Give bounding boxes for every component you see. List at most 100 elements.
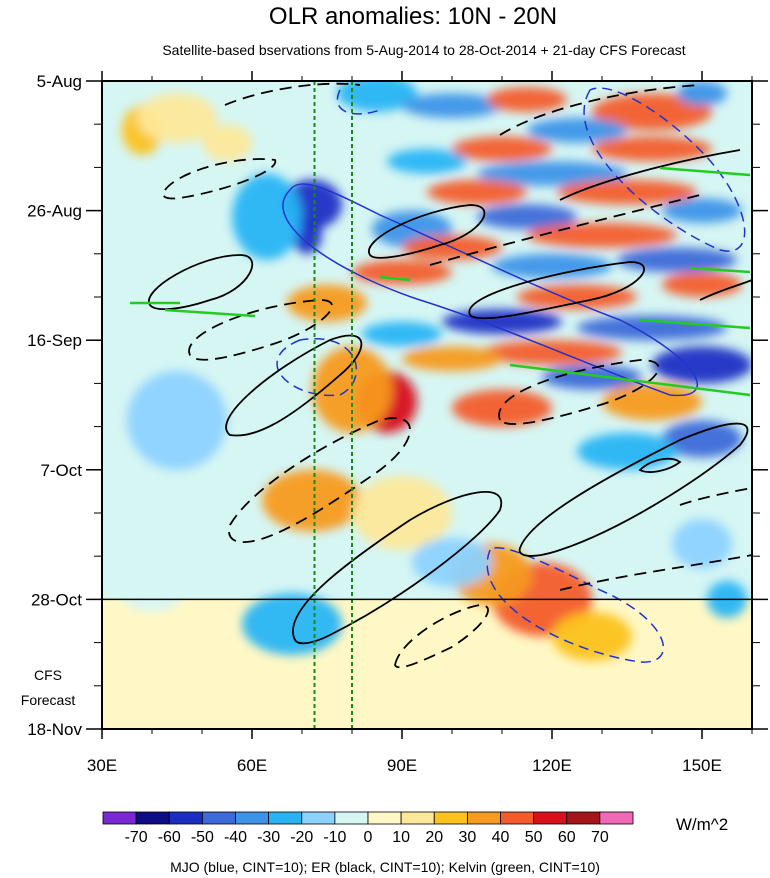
anomaly-blob xyxy=(662,420,742,458)
anomaly-blob xyxy=(672,519,732,569)
colorbar-tick-label: 70 xyxy=(591,829,609,846)
er-contour-dashed xyxy=(162,158,276,200)
colorbar-tick-label: -30 xyxy=(257,829,280,846)
er-contour-solid xyxy=(292,490,503,645)
er-contour-dashed xyxy=(188,299,333,361)
colorbar-swatch xyxy=(201,811,236,825)
anomaly-blob xyxy=(137,93,217,143)
colorbar-tick-label: 30 xyxy=(458,829,476,846)
mjo-contour-dashed xyxy=(336,89,381,115)
er-contour-dashed xyxy=(224,82,361,106)
anomaly-blob xyxy=(477,161,627,186)
colorbar-swatch xyxy=(533,811,568,825)
er-contour-solid xyxy=(638,457,682,473)
colorbar-swatch xyxy=(599,811,634,825)
colorbar-tick-label: -50 xyxy=(191,829,214,846)
anomaly-blob xyxy=(402,93,502,119)
x-tick-label: 30E xyxy=(87,756,117,775)
x-tick-label: 60E xyxy=(237,756,267,775)
er-contour-solid xyxy=(468,261,645,320)
anomaly-blob xyxy=(527,118,627,143)
anomaly-blob xyxy=(577,315,727,341)
anomaly-blob xyxy=(352,475,452,551)
anomaly-blob xyxy=(242,593,342,655)
er-contours-negative xyxy=(162,82,752,669)
colorbar-tick-label: 10 xyxy=(392,829,410,846)
er-contour-solid xyxy=(225,334,363,437)
x-tick-label: 90E xyxy=(387,756,417,775)
y-tick-label: 28-Oct xyxy=(31,590,82,609)
colorbar-swatch xyxy=(400,811,435,825)
colorbar-swatch xyxy=(466,811,501,825)
er-contour-dashed xyxy=(228,417,411,543)
anomaly-blob xyxy=(487,87,567,112)
anomaly-blob xyxy=(577,432,677,470)
anomaly-blob xyxy=(592,93,712,131)
chart-subtitle: Satellite-based bservations from 5-Aug-2… xyxy=(162,42,685,58)
er-contour-dashed xyxy=(394,604,489,669)
colorbar-tick-label: 0 xyxy=(364,829,373,846)
colorbar-tick-label: -70 xyxy=(125,829,148,846)
plot-frame xyxy=(101,80,753,730)
forecast-label-line1: CFS xyxy=(34,667,62,683)
y-axis: 5-Aug 26-Aug 16-Sep 7-Oct 28-Oct 18-Nov xyxy=(27,72,768,739)
anomaly-blob xyxy=(112,537,192,612)
er-contour-solid xyxy=(368,204,486,259)
colorbar-tick-label: -20 xyxy=(290,829,313,846)
er-contour-dashed xyxy=(498,359,660,425)
anomaly-blob xyxy=(232,173,302,260)
colorbar-swatch xyxy=(135,811,170,825)
colorbar-units: W/m^2 xyxy=(676,815,728,834)
anomaly-blob xyxy=(127,371,227,470)
mjo-contour-dashed xyxy=(276,337,358,397)
anomaly-blob xyxy=(652,346,752,384)
colorbar-swatch xyxy=(500,811,535,825)
er-contour-solid xyxy=(518,422,749,557)
anomaly-blob xyxy=(482,340,622,365)
anomaly-blob xyxy=(362,321,442,347)
kelvin-contours xyxy=(130,166,751,397)
colorbar-swatch xyxy=(268,811,303,825)
colorbar-tick-label: 50 xyxy=(525,829,543,846)
colorbar: -70 -60 -50 -40 -30 -20 -10 0 10 20 30 40 50 60 70 xyxy=(102,811,634,846)
anomaly-blob xyxy=(412,537,492,588)
er-contours xyxy=(148,149,752,645)
kelvin-contour xyxy=(509,363,751,397)
y-tick-label: 5-Aug xyxy=(37,72,82,91)
colorbar-tick-label: -10 xyxy=(323,829,346,846)
anomaly-blob xyxy=(517,284,637,310)
reference-longitude-lines xyxy=(313,81,353,729)
anomaly-blob xyxy=(592,136,712,162)
colorbar-swatch xyxy=(168,811,203,825)
colorbar-tick-label: 60 xyxy=(558,829,576,846)
er-contour-dashed xyxy=(679,487,752,506)
anomaly-blob xyxy=(452,136,552,162)
kelvin-contour xyxy=(689,266,751,274)
colorbar-tick-label: 20 xyxy=(425,829,443,846)
anomaly-blob xyxy=(337,81,417,112)
colorbar-swatch xyxy=(235,811,270,825)
anomaly-blob xyxy=(387,148,467,174)
er-contour-dashed xyxy=(429,194,701,266)
kelvin-contour xyxy=(639,318,751,330)
er-contour-dashed xyxy=(499,84,701,136)
forecast-label-line2: Forecast xyxy=(21,692,76,708)
colorbar-tick-label: -60 xyxy=(158,829,181,846)
colorbar-swatch xyxy=(334,811,369,825)
legend-caption: MJO (blue, CINT=10); ER (black, CINT=10)… xyxy=(170,859,600,875)
x-tick-label: 120E xyxy=(532,756,572,775)
mjo-contour-solid xyxy=(282,183,698,397)
er-contour-solid xyxy=(148,254,254,310)
anomaly-blob xyxy=(677,81,727,106)
y-tick-label: 16-Sep xyxy=(27,331,82,350)
x-axis: 30E 60E 90E 120E 150E xyxy=(87,71,753,775)
colorbar-swatch xyxy=(102,811,137,825)
mjo-contour-dashed xyxy=(583,87,746,252)
anomaly-blob xyxy=(662,272,742,297)
er-contour-solid xyxy=(699,279,752,301)
mjo-contours xyxy=(276,87,746,663)
anomaly-blob xyxy=(402,346,502,372)
y-tick-label: 18-Nov xyxy=(27,720,82,739)
x-tick-label: 150E xyxy=(682,756,722,775)
anomaly-blob xyxy=(552,611,632,662)
